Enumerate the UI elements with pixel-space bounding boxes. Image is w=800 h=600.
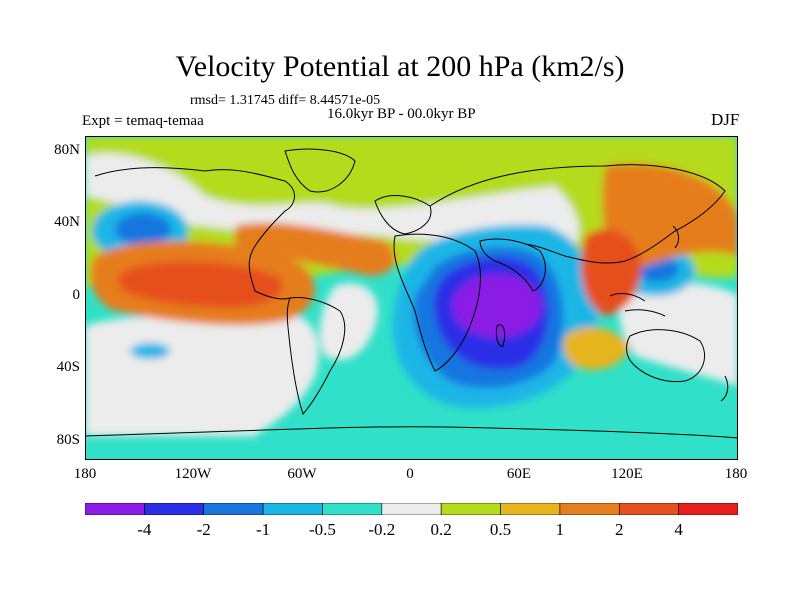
field-cyan-south-pacific (130, 343, 170, 359)
lat-label-40n: 40N (54, 214, 80, 230)
colorbar-label: -1 (255, 520, 271, 539)
coast-new-zealand (720, 375, 729, 402)
colorbar-swatch (144, 503, 205, 515)
coast-madagascar (495, 324, 506, 347)
field-orange-atlantic (235, 222, 396, 276)
velocity-potential-map (85, 136, 738, 460)
colorbar-label: 2 (615, 520, 624, 539)
coast-new-guinea (624, 309, 666, 317)
field-red-east-pacific (118, 261, 283, 308)
coast-asia (429, 164, 726, 264)
colorbar-swatch (322, 503, 383, 515)
lat-label-eq: 0 (72, 287, 81, 303)
lat-label-40s: 40S (56, 359, 80, 375)
period-text: 16.0kyr BP - 00.0kyr BP (327, 106, 476, 122)
coastlines (85, 148, 738, 439)
coast-africa (393, 233, 481, 372)
lon-label-0: 0 (406, 466, 414, 482)
coast-south-america (286, 297, 346, 415)
coast-antarctica (85, 426, 738, 439)
lon-label-120w: 120W (174, 466, 212, 482)
lon-label-120e: 120E (611, 466, 643, 482)
field-neutral-north-atlantic (85, 153, 579, 246)
colorbar-label: 0.5 (489, 520, 512, 539)
colorbar-swatch (381, 503, 442, 515)
colorbar-swatch (678, 503, 738, 515)
field-purple-minimum (452, 274, 542, 338)
coast-australia (626, 329, 705, 383)
stats-text: rmsd= 1.31745 diff= 8.44571e-05 (190, 93, 381, 108)
field-neutral-maritime (619, 281, 738, 386)
colorbar-label: 0.2 (430, 520, 452, 539)
colorbar-label: 1 (555, 520, 565, 539)
field-neutral-south-america (319, 283, 378, 360)
colorbar-swatch (618, 503, 679, 515)
colorbar-label: -0.2 (368, 520, 396, 539)
season-label: DJF (711, 110, 740, 129)
colorbar-label: -2 (196, 520, 211, 539)
coast-japan (672, 225, 680, 249)
coast-greenland (284, 148, 356, 193)
colorbar-swatch (85, 503, 145, 515)
coast-india (479, 238, 546, 292)
colorbar-label: -0.5 (308, 520, 336, 539)
colorbar-swatch (500, 503, 561, 515)
colorbar-label: -4 (137, 520, 152, 539)
lon-label-180e: 180 (724, 466, 748, 482)
field-blue-north-pacific-core (115, 213, 171, 245)
field-orange-asia (602, 163, 738, 268)
lat-label-80n: 80N (54, 142, 80, 158)
colorbar-label: 4 (674, 520, 683, 539)
colorbar-swatch (203, 503, 264, 515)
colorbar-swatch (440, 503, 501, 515)
map-frame (85, 136, 738, 460)
field-orange-indonesia (563, 327, 630, 370)
lat-label-80s: 80S (56, 432, 80, 448)
lon-label-60e: 60E (506, 466, 532, 482)
colorbar (85, 503, 738, 515)
map-title: Velocity Potential at 200 hPa (km2/s) (175, 50, 625, 83)
colorbar-swatch (262, 503, 323, 515)
coast-europe (374, 195, 432, 235)
colorbar-swatch (559, 503, 620, 515)
lon-label-60w: 60W (287, 466, 317, 482)
coast-north-america (94, 167, 295, 300)
coast-indonesia (609, 293, 646, 302)
lon-label-180w: 180 (73, 466, 97, 482)
experiment-label: Expt = temaq-temaa (82, 113, 204, 129)
